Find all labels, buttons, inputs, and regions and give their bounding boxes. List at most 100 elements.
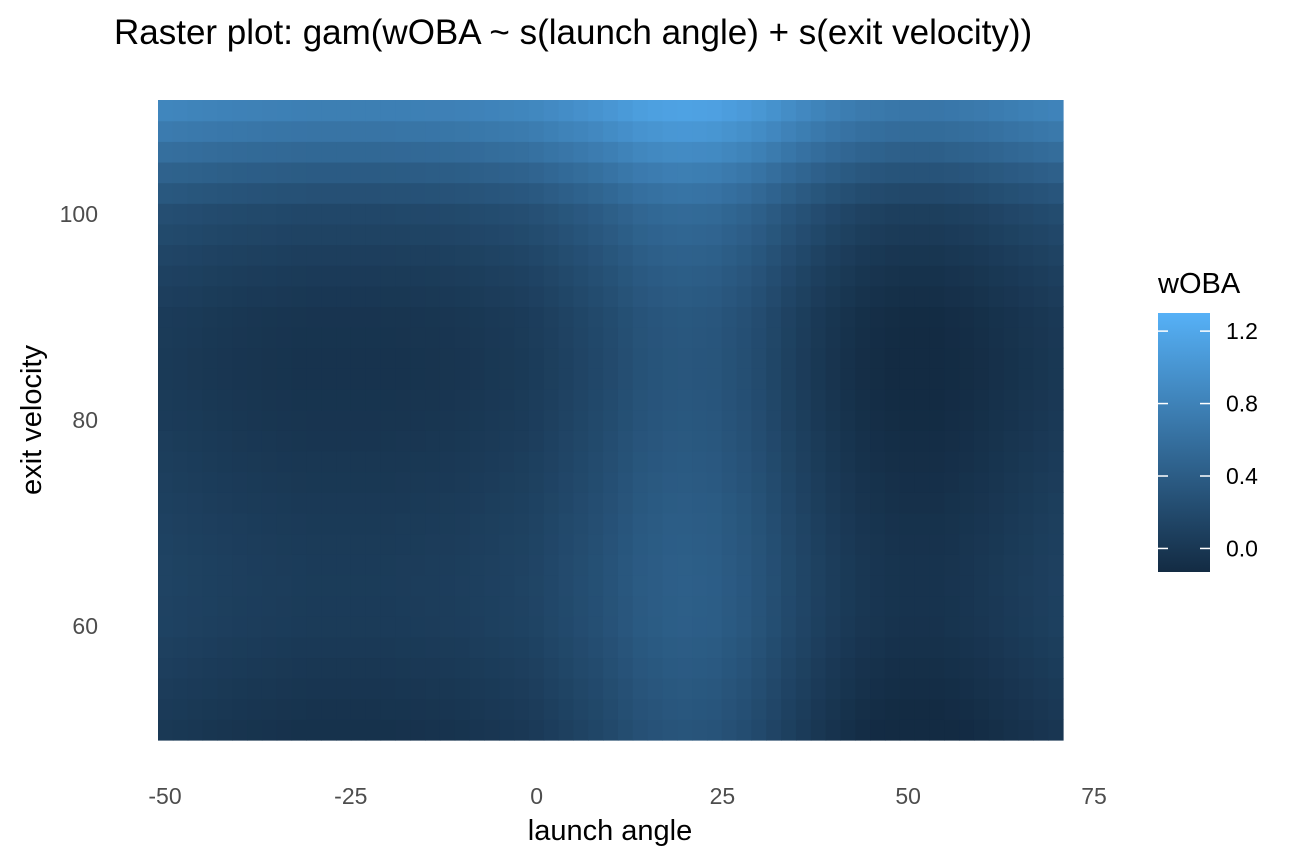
raster-cell <box>988 244 1005 266</box>
raster-cell <box>795 244 812 266</box>
raster-cell <box>232 595 248 617</box>
raster-cell <box>736 244 753 266</box>
raster-cell <box>410 719 426 741</box>
raster-cell <box>558 120 575 142</box>
raster-cell <box>1003 347 1020 369</box>
raster-cell <box>528 244 545 266</box>
raster-cell <box>217 616 233 638</box>
raster-cell <box>543 492 560 514</box>
raster-cell <box>528 306 545 328</box>
raster-cell <box>247 203 263 225</box>
raster-cell <box>365 100 382 122</box>
raster-cell <box>499 161 515 184</box>
raster-cell <box>1048 595 1064 617</box>
raster-cell <box>1048 368 1064 390</box>
raster-cell <box>543 471 560 493</box>
raster-cell <box>558 203 575 225</box>
raster-cell <box>973 409 990 431</box>
raster-cell <box>306 492 322 514</box>
raster-cell <box>439 616 456 638</box>
raster-cell <box>261 471 278 493</box>
raster-cell <box>454 512 471 535</box>
raster-cell <box>484 285 500 308</box>
raster-cell <box>321 719 337 741</box>
raster-cell <box>187 678 204 700</box>
raster-cell <box>172 430 189 452</box>
raster-cell <box>202 698 218 720</box>
raster-cell <box>884 347 901 369</box>
raster-cell <box>751 203 767 225</box>
raster-cell <box>247 512 263 535</box>
raster-cell <box>247 636 263 659</box>
legend-tick-label: 0.4 <box>1226 463 1258 489</box>
raster-cell <box>647 409 664 431</box>
raster-cell <box>276 389 293 411</box>
raster-cell <box>632 678 649 700</box>
raster-cell <box>291 120 307 142</box>
raster-cell <box>499 512 515 535</box>
raster-cell <box>855 595 871 617</box>
raster-cell <box>899 161 916 184</box>
raster-cell <box>706 347 723 369</box>
raster-cell <box>914 657 931 679</box>
raster-cell <box>647 554 664 576</box>
raster-cell <box>350 327 367 349</box>
raster-cell <box>795 141 812 163</box>
raster-cell <box>795 347 812 369</box>
raster-cell <box>736 636 753 659</box>
raster-cell <box>706 430 723 452</box>
raster-cell <box>810 698 827 720</box>
raster-cell <box>261 616 278 638</box>
raster-cell <box>692 368 708 390</box>
raster-cell <box>870 533 886 555</box>
raster-cell <box>172 120 189 142</box>
raster-cell <box>944 554 960 576</box>
raster-cell <box>1033 616 1049 638</box>
raster-cell <box>514 533 530 555</box>
raster-cell <box>988 678 1005 700</box>
raster-cell <box>217 285 233 308</box>
raster-cell <box>736 430 753 452</box>
raster-cell <box>1003 698 1020 720</box>
raster-cell <box>632 595 649 617</box>
raster-cell <box>884 223 901 246</box>
raster-cell <box>840 636 856 659</box>
raster-cell <box>158 203 174 225</box>
raster-cell <box>558 347 575 369</box>
raster-cell <box>261 430 278 452</box>
raster-cell <box>603 100 619 122</box>
raster-cell <box>291 512 307 535</box>
raster-cell <box>350 574 367 597</box>
raster-cell <box>692 512 708 535</box>
raster-cell <box>632 120 649 142</box>
raster-cell <box>291 285 307 308</box>
raster-cell <box>959 244 975 266</box>
raster-cell <box>158 120 174 142</box>
raster-cell <box>1003 719 1020 741</box>
raster-cell <box>766 636 782 659</box>
raster-cell <box>395 657 411 679</box>
raster-cell <box>439 450 456 473</box>
raster-cell <box>899 347 916 369</box>
raster-cell <box>158 492 174 514</box>
raster-cell <box>706 141 723 163</box>
raster-cell <box>232 657 248 679</box>
raster-cell <box>291 492 307 514</box>
raster-cell <box>884 327 901 349</box>
raster-cell <box>632 471 649 493</box>
raster-cell <box>336 368 352 390</box>
raster-cell <box>855 471 871 493</box>
raster-cell <box>291 100 307 122</box>
raster-cell <box>321 554 337 576</box>
raster-cell <box>395 678 411 700</box>
raster-cell <box>425 430 441 452</box>
raster-cell <box>528 100 545 122</box>
raster-cell <box>1033 409 1049 431</box>
raster-cell <box>662 430 678 452</box>
raster-cell <box>706 100 723 122</box>
raster-cell <box>276 719 293 741</box>
raster-cell <box>543 327 560 349</box>
raster-cell <box>870 616 886 638</box>
raster-cell <box>439 595 456 617</box>
raster-cell <box>929 595 945 617</box>
